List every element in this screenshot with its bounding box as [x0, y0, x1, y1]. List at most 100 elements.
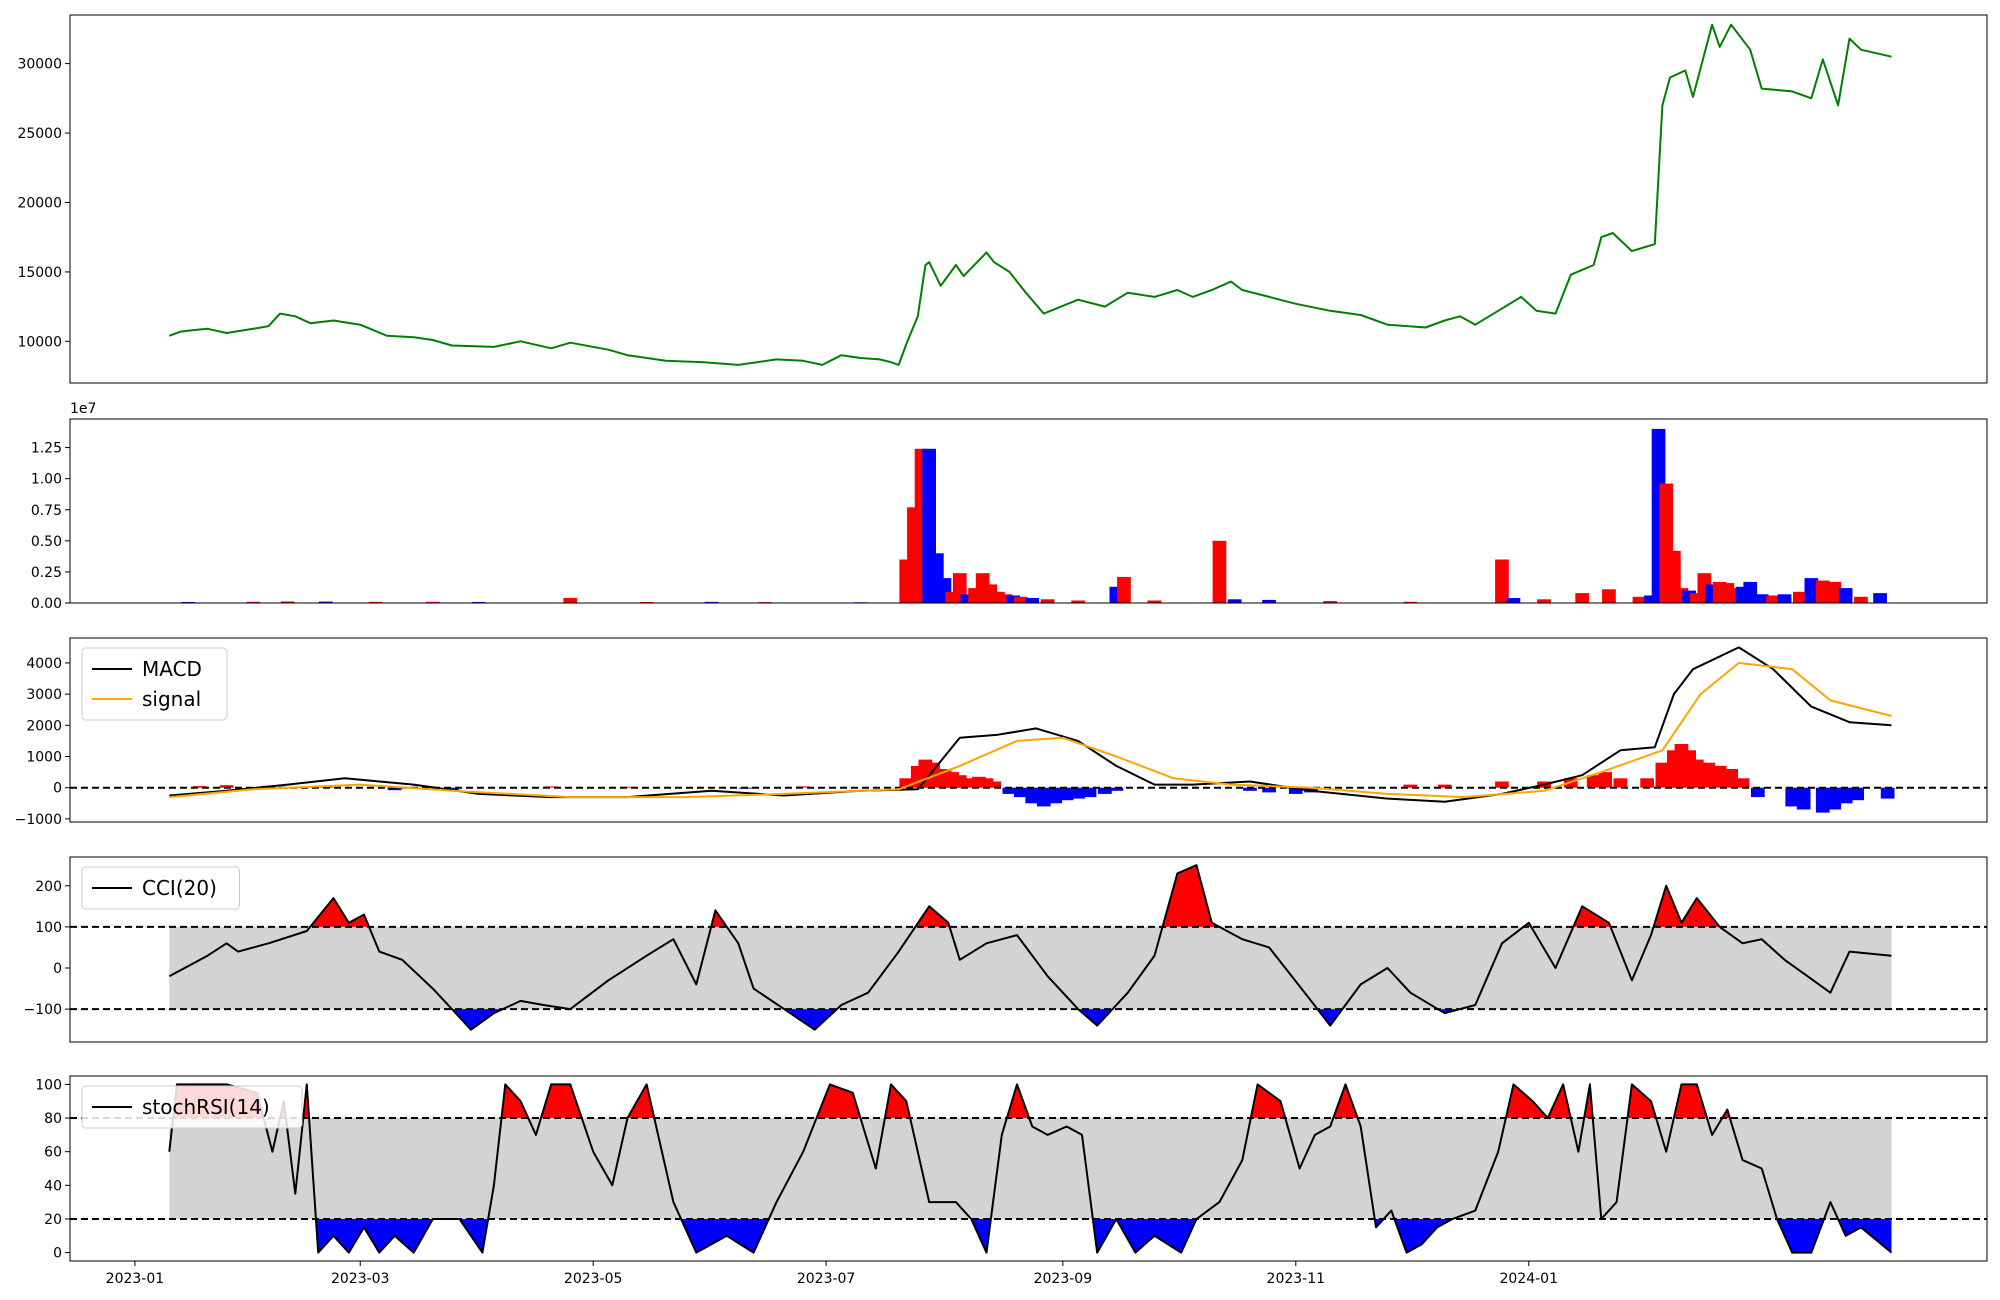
legend-box: [81, 866, 240, 910]
y-tick-label: 0: [53, 961, 62, 977]
y-tick-label: 0: [53, 1246, 62, 1262]
cci-line: [168, 864, 1892, 1031]
cci-oversold-fill: [1317, 1009, 1343, 1026]
legend-box: [81, 647, 228, 721]
volume-bar: [1403, 601, 1418, 603]
y-tick-label: 3000: [26, 687, 62, 703]
volume-bar: [368, 601, 383, 603]
volume-bar: [960, 594, 975, 603]
volume-bar: [1227, 599, 1242, 603]
macd-hist-bar: [1796, 787, 1811, 810]
macd-hist-bar: [193, 786, 207, 788]
y-tick-label: 1.00: [31, 472, 62, 488]
y-tick-label: 200: [35, 879, 62, 895]
volume-bar: [1632, 596, 1647, 603]
macd-hist-bar: [1586, 775, 1601, 788]
macd-panel: −1000 0 1000 2000 3000 4000 MACD signal: [15, 637, 1988, 828]
legend-label: CCI(20): [142, 876, 217, 900]
stochrsi-overbought-fill: [1505, 1084, 1548, 1118]
macd-hist-bar: [1288, 787, 1303, 794]
volume-bar: [1262, 599, 1276, 603]
y-tick-label: 30000: [17, 57, 62, 73]
cci-frame: [69, 856, 1988, 1043]
macd-hist-bar: [1613, 778, 1628, 788]
macd-hist-bar: [1712, 765, 1727, 788]
price-line: [168, 23, 1892, 366]
macd-hist-bar: [1598, 772, 1612, 788]
volume-bar: [945, 591, 959, 603]
volume-bar: [1873, 593, 1887, 603]
macd-hist-bar: [1785, 787, 1800, 807]
macd-plot-area: [70, 646, 1987, 813]
volume-bar: [1766, 595, 1780, 603]
macd-hist-bar: [1751, 787, 1765, 798]
legend-label: MACD: [142, 657, 202, 681]
volume-bar: [1777, 594, 1792, 603]
volume-bar: [1212, 540, 1227, 603]
macd-hist-bar: [620, 786, 635, 788]
cci-oversold-fill: [1078, 1009, 1113, 1026]
x-tick-label: 2023-03: [331, 1271, 390, 1287]
cci-neutral-band: [169, 926, 1892, 1010]
macd-hist-bar: [1640, 778, 1654, 788]
volume-bar: [1827, 581, 1842, 603]
y-tick-label: 0.50: [31, 534, 62, 550]
series-macd-line: [169, 646, 1892, 803]
macd-hist-bar: [219, 785, 234, 788]
y-tick-label: 4000: [26, 656, 62, 672]
volume-frame: [69, 418, 1988, 604]
x-tick-label: 2023-11: [1267, 1271, 1326, 1287]
macd-hist-bar: [1655, 762, 1670, 788]
y-tick-label: 10000: [17, 334, 62, 350]
volume-bar: [1854, 596, 1868, 603]
y-tick-label: 0.00: [31, 596, 62, 612]
volume-plot-area: [181, 428, 1887, 603]
cci-oversold-fill: [784, 1009, 837, 1030]
volume-bar: [1025, 598, 1040, 603]
stochrsi-oversold-fill: [1394, 1219, 1453, 1253]
stochrsi-oversold-fill: [971, 1219, 991, 1253]
y-tick-label: 25000: [17, 126, 62, 142]
stochrsi-overbought-fill: [884, 1084, 911, 1118]
y-tick-label: 40: [44, 1178, 62, 1194]
macd-hist-bar: [979, 778, 994, 788]
volume-bar: [1014, 596, 1028, 603]
y-tick-label: 15000: [17, 265, 62, 281]
macd-hist-bar: [1735, 778, 1750, 788]
macd-hist-bar: [1243, 787, 1257, 791]
macd-hist-bar: [387, 787, 402, 791]
stochrsi-frame: [69, 1075, 1988, 1262]
macd-hist-bar: [544, 786, 558, 788]
x-tick-label: 2023-05: [564, 1271, 623, 1287]
stochrsi-oversold-fill: [459, 1219, 489, 1253]
legend-label: signal: [142, 687, 201, 711]
stochrsi-overbought-fill: [1006, 1084, 1030, 1118]
cci-overbought-fill: [1162, 865, 1220, 927]
macd-hist-bar: [899, 778, 914, 788]
volume-bar: [1006, 595, 1021, 603]
volume-bar: [1537, 599, 1551, 603]
volume-bar: [1838, 588, 1853, 603]
macd-hist-bar: [1495, 781, 1509, 788]
stochrsi-oversold-fill: [1116, 1219, 1197, 1253]
macd-hist-bar: [1437, 784, 1452, 788]
volume-bar: [1689, 593, 1704, 603]
y-tick-label: −100: [24, 1002, 62, 1018]
cci-overbought-fill: [1573, 906, 1611, 927]
x-axis: 2023-01 2023-03 2023-05 2023-07 2023-09 2023-…: [106, 1261, 1558, 1287]
stochrsi-overbought-fill: [541, 1084, 582, 1118]
macd-hist-bar: [1036, 787, 1051, 807]
macd-hist-bar: [960, 778, 975, 788]
cci-panel: −100 0 100 200 CCI(20): [24, 856, 1988, 1043]
stochrsi-plot-area: [70, 1083, 1987, 1254]
y-tick-label: 1000: [26, 750, 62, 766]
macd-hist-bar: [1838, 787, 1853, 804]
macd-frame: [69, 637, 1988, 823]
macd-hist-bar: [1082, 787, 1097, 798]
volume-bar: [1575, 593, 1589, 603]
macd-hist-bar: [1880, 787, 1895, 799]
cci-overbought-fill: [310, 898, 370, 927]
macd-hist-bar: [1689, 759, 1704, 788]
